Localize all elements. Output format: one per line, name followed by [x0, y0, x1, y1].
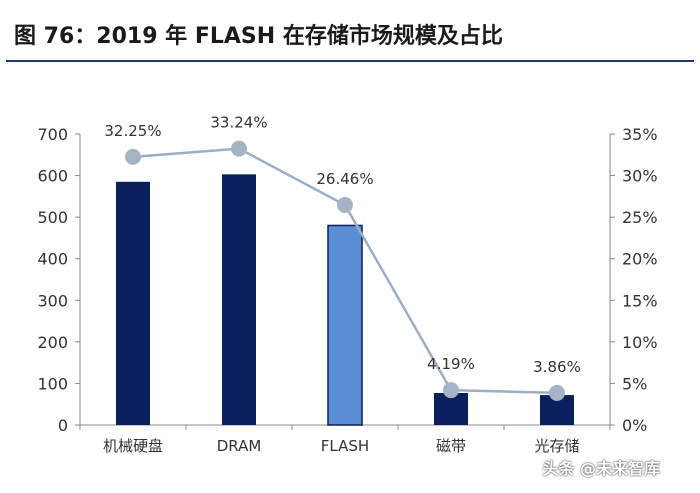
share-point-2 — [337, 197, 353, 214]
y-left-tick-label: 600 — [37, 167, 68, 186]
share-data-label: 33.24% — [210, 114, 267, 132]
y-left-tick-label: 300 — [37, 291, 68, 310]
share-point-1 — [231, 140, 247, 157]
share-data-label: 4.19% — [427, 355, 475, 373]
share-point-0 — [125, 148, 141, 165]
x-category-label: 机械硬盘 — [103, 437, 163, 455]
y-right-tick-label: 35% — [622, 125, 658, 144]
y-right-tick-label: 10% — [622, 333, 658, 352]
x-category-label: FLASH — [321, 437, 369, 455]
y-left-tick-label: 200 — [37, 333, 68, 352]
y-right-tick-label: 0% — [622, 416, 647, 435]
y-right-tick-label: 15% — [622, 291, 658, 310]
share-data-label: 32.25% — [104, 122, 161, 140]
y-right-tick-label: 20% — [622, 250, 658, 269]
chart-title: 图 76：2019 年 FLASH 在存储市场规模及占比 — [14, 24, 503, 49]
y-right-tick-label: 25% — [622, 208, 658, 227]
share-point-3 — [443, 382, 459, 399]
title-divider — [6, 60, 694, 62]
y-left-tick-label: 400 — [37, 250, 68, 269]
y-right-tick-label: 5% — [622, 374, 647, 393]
x-category-label: DRAM — [217, 437, 262, 455]
y-left-tick-label: 500 — [37, 208, 68, 227]
y-left-tick-label: 0 — [58, 416, 68, 435]
share-data-label: 3.86% — [533, 358, 581, 376]
bar-0 — [116, 181, 150, 425]
y-right-tick-label: 30% — [622, 167, 658, 186]
bar-3 — [434, 392, 468, 425]
watermark: 头条 @未来智库 — [542, 459, 660, 478]
bar-1 — [222, 174, 256, 425]
x-category-label: 光存储 — [534, 437, 579, 455]
y-left-tick-label: 700 — [37, 125, 68, 144]
share-data-label: 26.46% — [316, 170, 373, 188]
y-left-tick-label: 100 — [37, 374, 68, 393]
share-point-4 — [549, 384, 565, 401]
x-category-label: 磁带 — [436, 437, 466, 455]
bar-2 — [327, 224, 363, 426]
